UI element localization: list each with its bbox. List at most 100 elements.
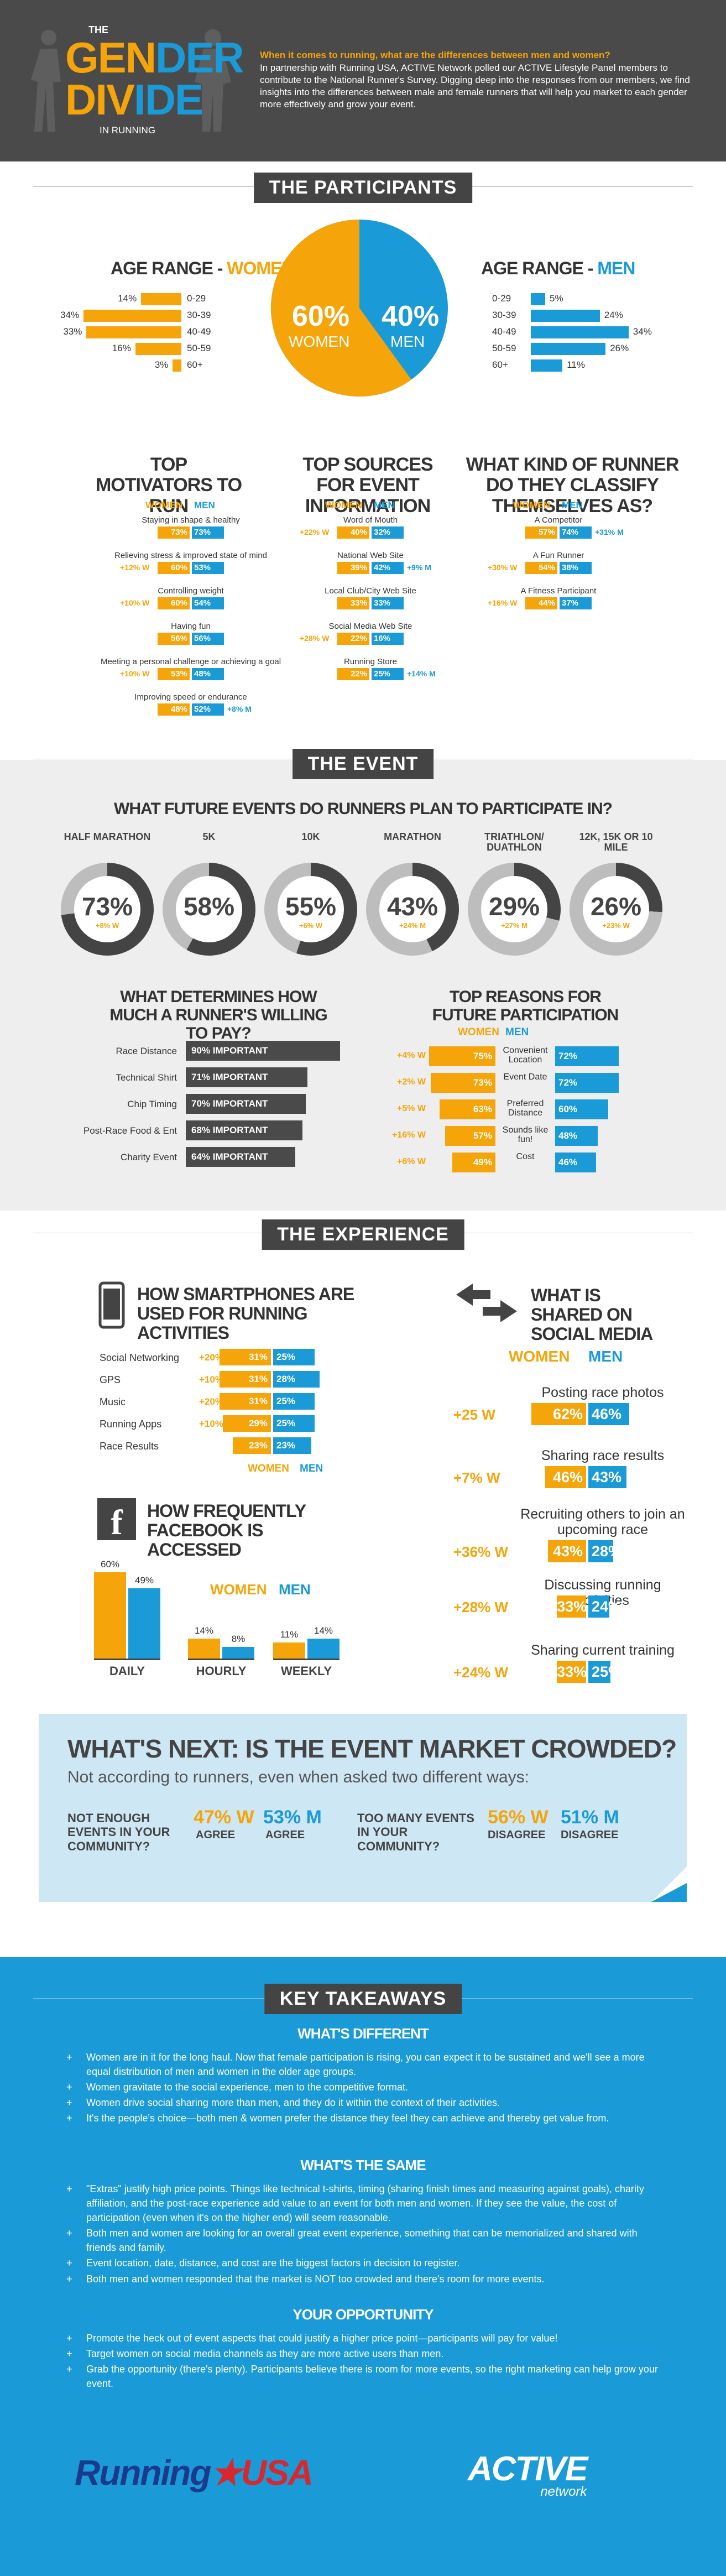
- social-diff: +28% W: [453, 1599, 508, 1615]
- social-women-bar: 46%: [545, 1466, 586, 1488]
- future-change: +8% W: [95, 921, 119, 930]
- opp-item: Promote the heck out of event aspects th…: [66, 2331, 664, 2345]
- reasons-chart: WOMEN MEN +4% W 75% Convenient Location 72% +2…: [359, 1026, 669, 1192]
- future-donut-hole: 55% +6% W: [278, 876, 344, 942]
- sources-title: TOP SOURCES FOR EVENT INFORMATION: [302, 454, 433, 517]
- future-donut: 43% +24% M: [366, 863, 459, 956]
- motiv-men-bar: 52%: [192, 703, 224, 716]
- source-men-bar: 32%: [372, 526, 404, 539]
- runner-men-bar: 74%: [560, 526, 592, 539]
- title-gen: GEN: [65, 33, 156, 82]
- source-label: National Web Site: [337, 551, 404, 560]
- age-men-bar: [531, 359, 563, 372]
- future-donut: 26% +23% W: [570, 863, 662, 956]
- source-diff-m: +9% M: [407, 563, 431, 572]
- source-diff-m: +14% M: [407, 669, 436, 678]
- opp-list: Promote the heck out of event aspects th…: [66, 2331, 664, 2392]
- fb-men-value: 49%: [134, 1574, 154, 1586]
- future-donut-hole: 58%: [176, 876, 242, 942]
- future-name: 5K: [202, 831, 216, 842]
- fb-women-value: 60%: [100, 1559, 120, 1569]
- age-men-bar: [531, 293, 545, 305]
- reason-label: Event Date: [503, 1072, 547, 1082]
- fb-men-bar: [128, 1588, 160, 1659]
- age-women-label: 30-39: [187, 310, 211, 320]
- motiv-men-bar: 48%: [192, 668, 224, 680]
- social-women-head: WOMEN: [509, 1348, 570, 1365]
- runner-women-head: WOMEN: [513, 500, 551, 510]
- sources-chart: WOMEN MEN Word of Mouth 40% 32% +22% W Nationa…: [276, 500, 464, 721]
- smart-label: Running Apps: [100, 1419, 162, 1430]
- same-list: "Extras" justify high price points. Thin…: [66, 2182, 664, 2287]
- same-item: Event location, date, distance, and cost…: [66, 2256, 664, 2270]
- motiv-men-bar: 54%: [192, 597, 224, 609]
- running-usa-logo: Running★USA: [75, 2453, 314, 2492]
- reason-diff: +4% W: [396, 1051, 426, 1060]
- fb-women-bar: [94, 1572, 126, 1659]
- reason-women-bar: 49%: [452, 1153, 495, 1172]
- future-pct: 55%: [285, 892, 337, 921]
- source-women-head: WOMEN: [325, 500, 363, 510]
- runner-men-bar: 38%: [560, 562, 592, 574]
- future-pct: 26%: [590, 892, 642, 921]
- smart-label: Music: [100, 1396, 126, 1407]
- same-item: Both men and women responded that the ma…: [66, 2272, 664, 2286]
- age-men-label: 30-39: [492, 310, 516, 320]
- diff-item: It's the people's choice—both men & wome…: [66, 2111, 664, 2125]
- next-q2-wl: DISAGREE: [488, 1829, 546, 1841]
- motivators-chart: WOMEN MEN Staying in shape & healthy 73% 73%…: [55, 500, 281, 743]
- fb-axis: [273, 1659, 340, 1660]
- motiv-women-bar: 48%: [158, 703, 190, 716]
- age-men-value: 26%: [610, 343, 629, 353]
- future-donut: 73% +8% W: [61, 863, 154, 956]
- fb-men-bar: [307, 1638, 340, 1659]
- next-q1-ml: AGREE: [265, 1829, 305, 1841]
- future-pct: 43%: [386, 892, 438, 921]
- reason-men-bar: 46%: [555, 1153, 596, 1172]
- pie-men-label: MEN: [390, 333, 425, 350]
- runner-women-bar: 57%: [525, 526, 557, 539]
- pay-label: Charity Event: [120, 1152, 177, 1162]
- future-name: 12K, 15K OR 10 MILE: [579, 831, 653, 853]
- age-men-value: 5%: [550, 293, 563, 304]
- reasons-men-head: MEN: [505, 1026, 529, 1038]
- source-men-bar: 42%: [372, 562, 404, 574]
- diff-item: Women are in it for the long haul. Now t…: [66, 2050, 664, 2079]
- fb-men-value: 8%: [231, 1634, 246, 1645]
- social-men-bar: 46%: [588, 1403, 629, 1425]
- source-men-bar: 16%: [372, 633, 404, 645]
- pay-label: Technical Shirt: [116, 1072, 177, 1083]
- future-donut: 58%: [163, 863, 255, 956]
- future-donut-hole: 43% +24% M: [379, 876, 446, 942]
- smart-title: HOW SMARTPHONES ARE USED FOR RUNNING ACT…: [137, 1284, 354, 1343]
- fb-title: HOW FREQUENTLY FACEBOOK IS ACCESSED: [147, 1501, 306, 1560]
- social-men-head: MEN: [588, 1348, 623, 1365]
- future-donut-hole: 29% +27% M: [481, 876, 547, 942]
- future-change: +23% W: [602, 921, 630, 930]
- smart-men-bar: 25%: [273, 1393, 315, 1410]
- takeaways-banner: KEY TAKEAWAYS: [264, 1984, 462, 2014]
- future-name: 10K: [301, 831, 320, 842]
- opp-item: Target women on social media channels as…: [66, 2346, 664, 2361]
- social-women-bar: 33%: [557, 1661, 587, 1683]
- reason-diff: +2% W: [396, 1077, 426, 1087]
- runner-title: WHAT KIND OF RUNNER DO THEY CLASSIFY THE…: [466, 454, 680, 517]
- runner-woman-icon: [31, 30, 61, 132]
- motiv-men-bar: 53%: [192, 562, 224, 574]
- title-line1: GENDER: [65, 33, 244, 82]
- age-men-label: 0-29: [492, 293, 511, 304]
- age-women-bar: [173, 359, 181, 372]
- pay-label: Chip Timing: [127, 1099, 177, 1109]
- fb-women-value: 14%: [194, 1625, 214, 1636]
- motiv-men-head: MEN: [194, 500, 215, 510]
- pie-women-pct: 60%: [292, 300, 350, 332]
- title-subtitle: IN RUNNING: [100, 125, 156, 135]
- age-women-chart: 14% 0-29 34% 30-39 33% 40-49 16% 50-59 3% 60+: [60, 293, 216, 382]
- fb-women-bar: [188, 1638, 220, 1659]
- smart-women-bar: 29%: [223, 1415, 271, 1432]
- same-item: "Extras" justify high price points. Thin…: [66, 2182, 664, 2225]
- social-title: WHAT IS SHARED ON SOCIAL MEDIA: [531, 1285, 653, 1344]
- participants-section: THE PARTICIPANTS AGE RANGE - WOMEN 14% 0-…: [0, 161, 726, 760]
- age-women-label: 60+: [187, 359, 203, 370]
- page-curl-icon: [651, 1866, 687, 1902]
